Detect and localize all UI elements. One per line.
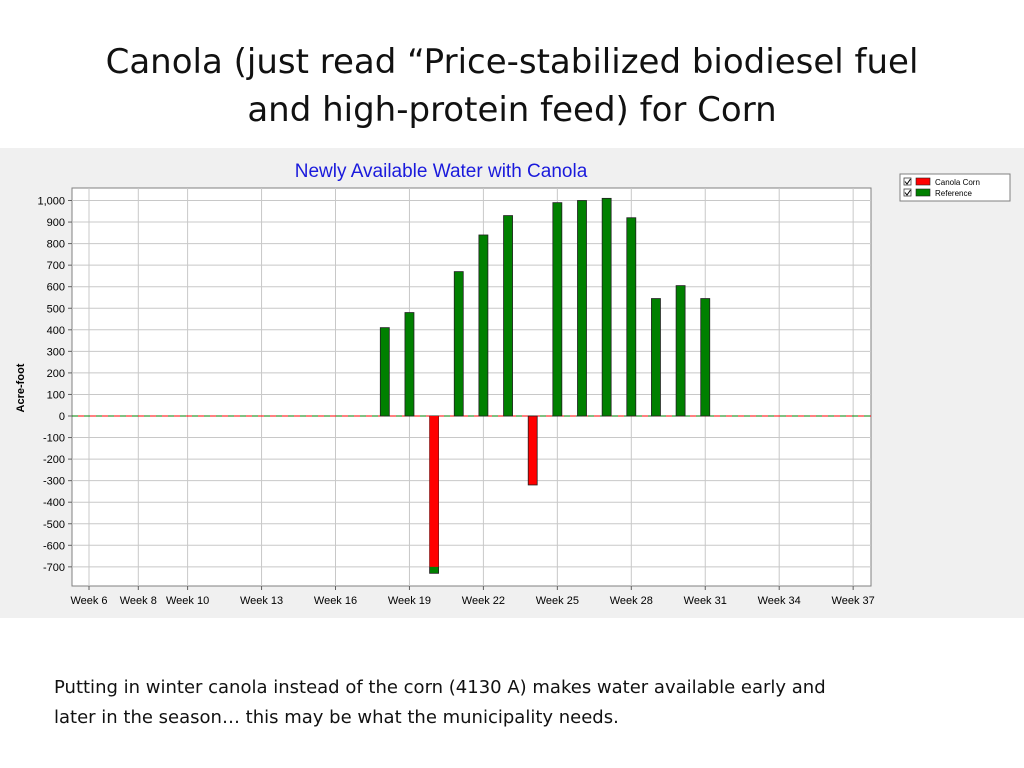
x-tick-label: Week 37 — [832, 595, 875, 607]
bar-canola-corn[interactable] — [527, 415, 538, 486]
slide-title-line-2: and high-protein feed) for Corn — [247, 90, 777, 130]
y-tick-label: 0 — [59, 411, 65, 423]
bar-reference[interactable] — [700, 298, 711, 417]
slide-title: Canola (just read “Price-stabilized biod… — [20, 38, 1004, 134]
bar-reference[interactable] — [404, 312, 415, 417]
check-icon — [904, 189, 911, 196]
plot-area — [71, 187, 872, 587]
slide-title-line-1: Canola (just read “Price-stabilized biod… — [105, 42, 919, 82]
legend-label: Canola Corn — [935, 178, 980, 187]
bar-reference[interactable] — [379, 327, 390, 417]
caption-line-1: Putting in winter canola instead of the … — [54, 677, 826, 698]
chart-title: Newly Available Water with Canola — [295, 161, 588, 182]
y-tick-label: -400 — [43, 497, 65, 509]
x-tick-label: Week 34 — [758, 595, 801, 607]
slide-caption: Putting in winter canola instead of the … — [54, 673, 974, 733]
y-tick-label: -300 — [43, 476, 65, 488]
y-axis-label: Acre-foot — [15, 363, 27, 412]
y-tick-label: 400 — [47, 325, 65, 337]
y-tick-label: 800 — [47, 239, 65, 251]
legend-swatch — [915, 188, 931, 197]
x-tick-label: Week 6 — [70, 595, 107, 607]
caption-line-2: later in the season… this may be what th… — [54, 707, 619, 728]
y-tick-label: -600 — [43, 540, 65, 552]
legend-checkbox[interactable] — [903, 188, 912, 197]
bar-reference[interactable] — [626, 217, 637, 417]
y-tick-label: 900 — [47, 217, 65, 229]
chart: 1,000 900 800 700 600 500 400 300 200 100 0 -100 -20… — [15, 161, 1011, 607]
y-tick-label: -200 — [43, 454, 65, 466]
bar-canola-corn[interactable] — [429, 416, 439, 567]
y-tick-label: 700 — [47, 260, 65, 272]
legend-label: Reference — [935, 189, 972, 198]
x-tick-label: Week 10 — [166, 595, 209, 607]
y-tick-label: -500 — [43, 519, 65, 531]
x-tick-label: Week 25 — [536, 595, 579, 607]
legend-swatch — [915, 177, 931, 186]
x-tick-label: Week 16 — [314, 595, 357, 607]
x-tick-label: Week 19 — [388, 595, 431, 607]
x-tick-label: Week 13 — [240, 595, 283, 607]
y-tick-label: -700 — [43, 562, 65, 574]
legend-checkbox[interactable] — [903, 177, 912, 186]
y-tick-label: -100 — [43, 433, 65, 445]
bar-reference[interactable] — [478, 234, 489, 417]
y-tick-label: 300 — [47, 346, 65, 358]
y-tick-label: 600 — [47, 282, 65, 294]
x-tick-label: Week 22 — [462, 595, 505, 607]
bar-reference[interactable] — [601, 197, 612, 417]
x-tick-label: Week 28 — [610, 595, 653, 607]
x-tick-label: Week 31 — [684, 595, 727, 607]
y-tick-label: 200 — [47, 368, 65, 380]
bar-reference[interactable] — [552, 202, 563, 417]
bar-reference[interactable] — [577, 200, 587, 417]
x-tick-label: Week 8 — [120, 595, 157, 607]
chart-panel: 1,000 900 800 700 600 500 400 300 200 100 0 -100 -20… — [0, 148, 1024, 618]
y-tick-label: 500 — [47, 303, 65, 315]
bar-reference[interactable] — [675, 285, 686, 417]
bar-reference[interactable] — [651, 298, 661, 417]
y-tick-label: 100 — [47, 389, 65, 401]
bar-reference[interactable] — [453, 271, 464, 417]
y-tick-label: 1,000 — [37, 196, 65, 208]
bar-reference[interactable] — [503, 215, 513, 417]
check-icon — [904, 178, 911, 185]
